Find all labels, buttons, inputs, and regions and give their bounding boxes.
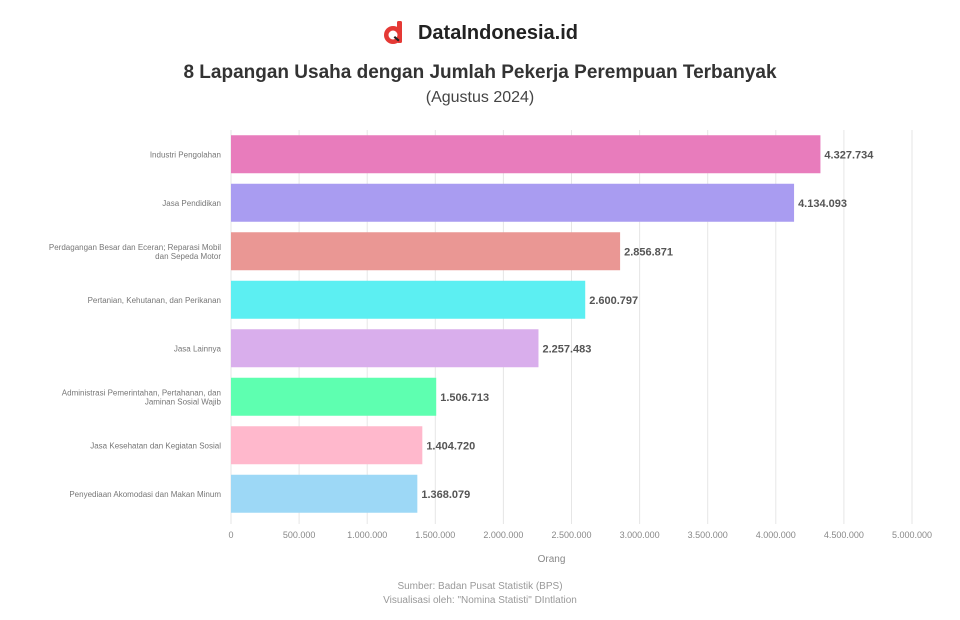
dataindonesia-logo-icon [383, 21, 402, 44]
brand-header: DataIndonesia.id [0, 20, 960, 46]
x-tick-label: 2.500.000 [551, 530, 591, 540]
x-tick-label: 4.000.000 [756, 530, 796, 540]
bar [231, 232, 621, 271]
bar [231, 135, 821, 174]
x-tick-label: 5.000.000 [892, 530, 932, 540]
value-label: 2.257.483 [542, 343, 591, 355]
category-label: Pertanian, Kehutanan, dan Perikanan [88, 296, 221, 305]
x-tick-label: 500.000 [283, 530, 316, 540]
visualization-note: Visualisasi oleh: "Nomina Statisti" DInt… [383, 595, 577, 606]
bar [231, 377, 437, 416]
x-tick-label: 0 [228, 530, 233, 540]
bar [231, 329, 539, 368]
value-label: 2.856.871 [624, 246, 673, 258]
bar [231, 474, 418, 513]
value-label: 2.600.797 [589, 295, 638, 307]
x-tick-label: 4.500.000 [824, 530, 864, 540]
value-label: 1.368.079 [421, 489, 470, 501]
value-label: 4.134.093 [798, 198, 847, 210]
chart-title: 8 Lapangan Usaha dengan Jumlah Pekerja P… [183, 62, 777, 83]
value-label: 1.506.713 [440, 392, 489, 404]
value-label: 4.327.734 [824, 149, 874, 161]
x-tick-label: 3.500.000 [688, 530, 728, 540]
x-axis-label: Orang [538, 554, 566, 565]
category-label: Industri Pengolahan [150, 150, 221, 159]
category-label: Jasa Lainnya [174, 344, 222, 353]
chart-subtitle: (Agustus 2024) [425, 89, 535, 106]
bar [231, 183, 795, 222]
category-label: Administrasi Pemerintahan, Pertahanan, d… [62, 388, 222, 406]
x-tick-label: 1.500.000 [415, 530, 455, 540]
x-tick-label: 1.000.000 [347, 530, 387, 540]
category-label: Jasa Kesehatan dan Kegiatan Sosial [90, 441, 221, 450]
brand-name: DataIndonesia.id [417, 21, 579, 44]
value-label: 1.404.720 [426, 440, 475, 452]
x-tick-label: 3.000.000 [620, 530, 660, 540]
category-label: Jasa Pendidikan [162, 199, 221, 208]
category-label: Perdagangan Besar dan Eceran; Reparasi M… [49, 243, 221, 261]
chart-footer: Sumber: Badan Pusat Statistik (BPS) Visu… [0, 580, 960, 608]
source-note: Sumber: Badan Pusat Statistik (BPS) [397, 581, 563, 592]
category-label: Penyediaan Akomodasi dan Makan Minum [69, 490, 221, 499]
bar [231, 426, 423, 465]
x-tick-label: 2.000.000 [483, 530, 523, 540]
bar [231, 280, 586, 319]
